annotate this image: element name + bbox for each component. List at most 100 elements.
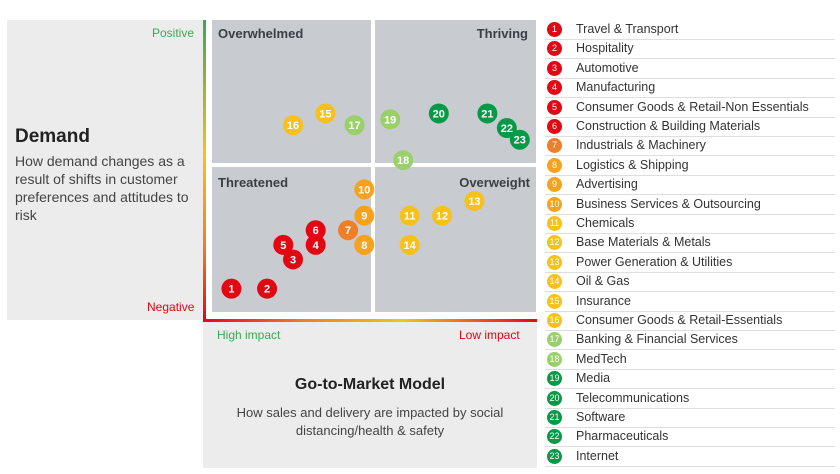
legend-item: 7 Industrials & Machinery [545, 136, 835, 157]
legend-number-badge: 16 [547, 313, 562, 328]
legend-label: Media [576, 371, 611, 386]
demand-description: How demand changes as a result of shifts… [15, 153, 189, 223]
legend-item: 5 Consumer Goods & Retail-Non Essentials [545, 98, 835, 118]
data-point-2 [257, 278, 278, 299]
data-point-label: 18 [397, 155, 409, 167]
data-point-label: 20 [433, 108, 445, 120]
legend-label: Banking & Financial Services [576, 332, 738, 347]
data-point-label: 14 [404, 240, 417, 252]
legend-item: 15 Insurance [545, 292, 835, 312]
legend-item: 16 Consumer Goods & Retail-Essentials [545, 311, 835, 331]
legend-item: 10 Business Services & Outsourcing [545, 195, 835, 215]
data-point-16 [283, 115, 303, 136]
low-impact-label: Low impact [459, 328, 520, 342]
data-point-label: 16 [287, 120, 299, 132]
quadrant-label-overweight: Overweight [459, 175, 530, 190]
high-impact-label: High impact [217, 328, 281, 342]
legend-number-badge: 14 [547, 274, 562, 290]
data-point-label: 11 [404, 211, 416, 223]
legend-label: Advertising [576, 177, 638, 192]
data-point-15 [315, 103, 336, 124]
data-point-label: 12 [436, 211, 448, 223]
legend-item: 4 Manufacturing [545, 78, 835, 99]
data-point-9 [354, 205, 375, 226]
data-point-label: 15 [319, 108, 331, 120]
positive-label: Positive [152, 26, 195, 40]
data-point-6 [305, 220, 326, 241]
legend-item: 9 Advertising [545, 175, 835, 196]
legend-number-badge: 12 [547, 235, 562, 251]
demand-axis [203, 20, 206, 322]
legend-label: Hospitality [576, 41, 634, 56]
legend-label: Industrials & Machinery [576, 138, 706, 153]
data-point-5 [273, 234, 294, 255]
legend-label: Manufacturing [576, 80, 656, 95]
quadrant-label-threatened: Threatened [218, 175, 288, 190]
legend-number-badge: 20 [547, 390, 562, 406]
data-point-17 [344, 115, 365, 136]
legend-item: 14 Oil & Gas [545, 272, 835, 293]
legend-item: 17 Banking & Financial Services [545, 330, 835, 351]
legend-number-badge: 18 [547, 351, 562, 367]
data-point-13 [464, 191, 485, 212]
gtm-title: Go-to-Market Model [294, 376, 446, 393]
data-point-22 [496, 118, 517, 139]
data-point-label: 21 [481, 108, 493, 120]
legend-number-badge: 1 [547, 22, 562, 37]
legend-number-badge: 19 [547, 371, 562, 387]
legend-item: 19 Media [545, 369, 835, 390]
data-point-21 [477, 103, 498, 124]
legend-item: 2 Hospitality [545, 39, 835, 60]
legend-label: Logistics & Shipping [576, 157, 689, 172]
demand-panel [7, 20, 203, 320]
impact-axis [203, 319, 537, 322]
gtm-description: How sales and delivery are impacted by s… [236, 405, 504, 438]
legend-number-badge: 3 [547, 60, 562, 76]
quadrant-label-thriving: Thriving [477, 26, 528, 41]
data-point-3 [283, 249, 303, 270]
data-point-label: 6 [313, 225, 319, 237]
legend-number-badge: 23 [547, 448, 562, 464]
data-point-label: 1 [228, 284, 234, 296]
data-point-14 [399, 234, 420, 255]
legend-item: 18 MedTech [545, 350, 835, 370]
quadrant-chart: Overwhelmed Thriving Threatened Overweig… [203, 20, 537, 322]
data-point-label: 17 [348, 120, 360, 132]
negative-label: Negative [147, 300, 195, 314]
data-point-label: 3 [290, 254, 296, 266]
data-point-label: 10 [358, 184, 370, 196]
legend-item: 21 Software [545, 408, 835, 428]
legend-label: Travel & Transport [576, 22, 679, 36]
data-point-label: 19 [384, 114, 396, 126]
legend-label: Insurance [576, 293, 631, 308]
legend-number-badge: 22 [547, 429, 562, 445]
legend-item: 22 Pharmaceuticals [545, 427, 835, 448]
data-point-1 [221, 278, 242, 299]
legend-item: 12 Base Materials & Metals [545, 233, 835, 254]
legend-item: 23 Internet [545, 447, 835, 467]
legend-number-badge: 15 [547, 293, 562, 309]
legend-number-badge: 2 [547, 41, 562, 57]
quadrant-label-overwhelmed: Overwhelmed [218, 26, 303, 41]
legend-number-badge: 17 [547, 332, 562, 348]
legend-label: Construction & Building Materials [576, 119, 761, 133]
legend-label: Telecommunications [576, 390, 690, 405]
legend-item: 20 Telecommunications [545, 389, 835, 409]
data-point-label: 22 [501, 123, 513, 135]
legend-label: Power Generation & Utilities [576, 254, 733, 269]
gtm-panel [203, 322, 537, 468]
legend-label: Oil & Gas [576, 274, 630, 289]
data-point-label: 13 [468, 196, 480, 208]
legend-label: Automotive [576, 60, 639, 75]
data-point-label: 7 [345, 225, 351, 237]
legend-number-badge: 5 [547, 99, 562, 115]
legend-number-badge: 7 [547, 138, 562, 154]
legend-item: 3 Automotive [545, 59, 835, 79]
data-point-label: 9 [361, 211, 367, 223]
data-point-11 [399, 205, 420, 226]
legend-label: Consumer Goods & Retail-Non Essentials [576, 99, 809, 114]
data-point-19 [380, 109, 401, 130]
data-point-8 [354, 234, 375, 255]
demand-title: Demand [15, 126, 90, 147]
